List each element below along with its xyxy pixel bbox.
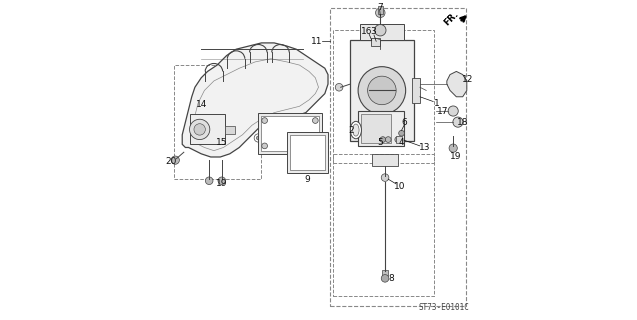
- Polygon shape: [182, 43, 328, 157]
- Text: FR.: FR.: [443, 10, 461, 28]
- Circle shape: [395, 137, 401, 142]
- Text: 16: 16: [361, 27, 373, 36]
- Circle shape: [335, 84, 343, 91]
- Circle shape: [171, 156, 180, 164]
- Bar: [190, 114, 225, 144]
- Circle shape: [254, 134, 262, 142]
- Circle shape: [190, 119, 210, 140]
- Bar: [358, 111, 404, 146]
- Circle shape: [375, 25, 386, 36]
- Text: 5: 5: [377, 138, 383, 147]
- Text: 14: 14: [196, 100, 208, 109]
- Bar: [290, 135, 325, 170]
- Bar: [412, 78, 420, 103]
- Circle shape: [205, 177, 213, 185]
- Bar: [333, 30, 434, 163]
- Text: 3: 3: [370, 27, 376, 36]
- Polygon shape: [447, 71, 467, 97]
- Bar: [350, 40, 413, 141]
- Bar: [371, 38, 380, 46]
- Circle shape: [449, 144, 457, 152]
- Text: 2: 2: [348, 125, 354, 134]
- Text: 15: 15: [216, 138, 227, 147]
- Circle shape: [218, 177, 225, 185]
- Bar: [225, 126, 234, 134]
- Circle shape: [358, 67, 406, 114]
- Text: 20: 20: [166, 156, 177, 166]
- Circle shape: [382, 174, 389, 181]
- Bar: [361, 114, 391, 143]
- Text: 19: 19: [216, 180, 227, 188]
- Circle shape: [194, 124, 205, 135]
- Bar: [360, 24, 404, 40]
- Text: 7: 7: [377, 3, 383, 12]
- Text: 12: 12: [462, 75, 474, 84]
- Circle shape: [292, 127, 301, 136]
- Ellipse shape: [350, 121, 361, 139]
- Bar: [287, 132, 328, 173]
- Circle shape: [448, 106, 458, 116]
- Text: 8: 8: [388, 274, 394, 283]
- Circle shape: [399, 130, 404, 136]
- Circle shape: [368, 76, 396, 105]
- Bar: [378, 6, 382, 14]
- Bar: [333, 154, 434, 296]
- Circle shape: [294, 130, 298, 133]
- Text: ST73-E0101C: ST73-E0101C: [419, 303, 469, 312]
- Circle shape: [275, 136, 279, 140]
- Bar: [396, 136, 403, 143]
- Circle shape: [262, 118, 268, 124]
- Text: 10: 10: [394, 182, 406, 191]
- Text: 1: 1: [434, 99, 440, 108]
- Text: 17: 17: [437, 107, 448, 116]
- Text: 9: 9: [304, 175, 310, 184]
- Bar: [329, 8, 466, 306]
- Bar: [175, 65, 261, 179]
- Bar: [373, 154, 397, 166]
- Text: 4: 4: [399, 138, 404, 147]
- Text: 19: 19: [450, 152, 461, 161]
- Text: 6: 6: [402, 118, 408, 127]
- Bar: [261, 116, 318, 151]
- Bar: [382, 270, 388, 276]
- Text: 18: 18: [457, 118, 468, 127]
- Text: 13: 13: [419, 143, 431, 152]
- Circle shape: [256, 136, 260, 140]
- Circle shape: [273, 134, 282, 142]
- Circle shape: [376, 8, 385, 18]
- Circle shape: [313, 143, 318, 149]
- Circle shape: [382, 275, 389, 282]
- Text: 11: 11: [311, 37, 323, 46]
- Circle shape: [313, 118, 318, 124]
- Bar: [258, 113, 322, 154]
- Ellipse shape: [353, 124, 359, 136]
- Circle shape: [380, 137, 385, 142]
- Circle shape: [385, 137, 391, 142]
- Circle shape: [453, 117, 463, 127]
- Circle shape: [262, 143, 268, 149]
